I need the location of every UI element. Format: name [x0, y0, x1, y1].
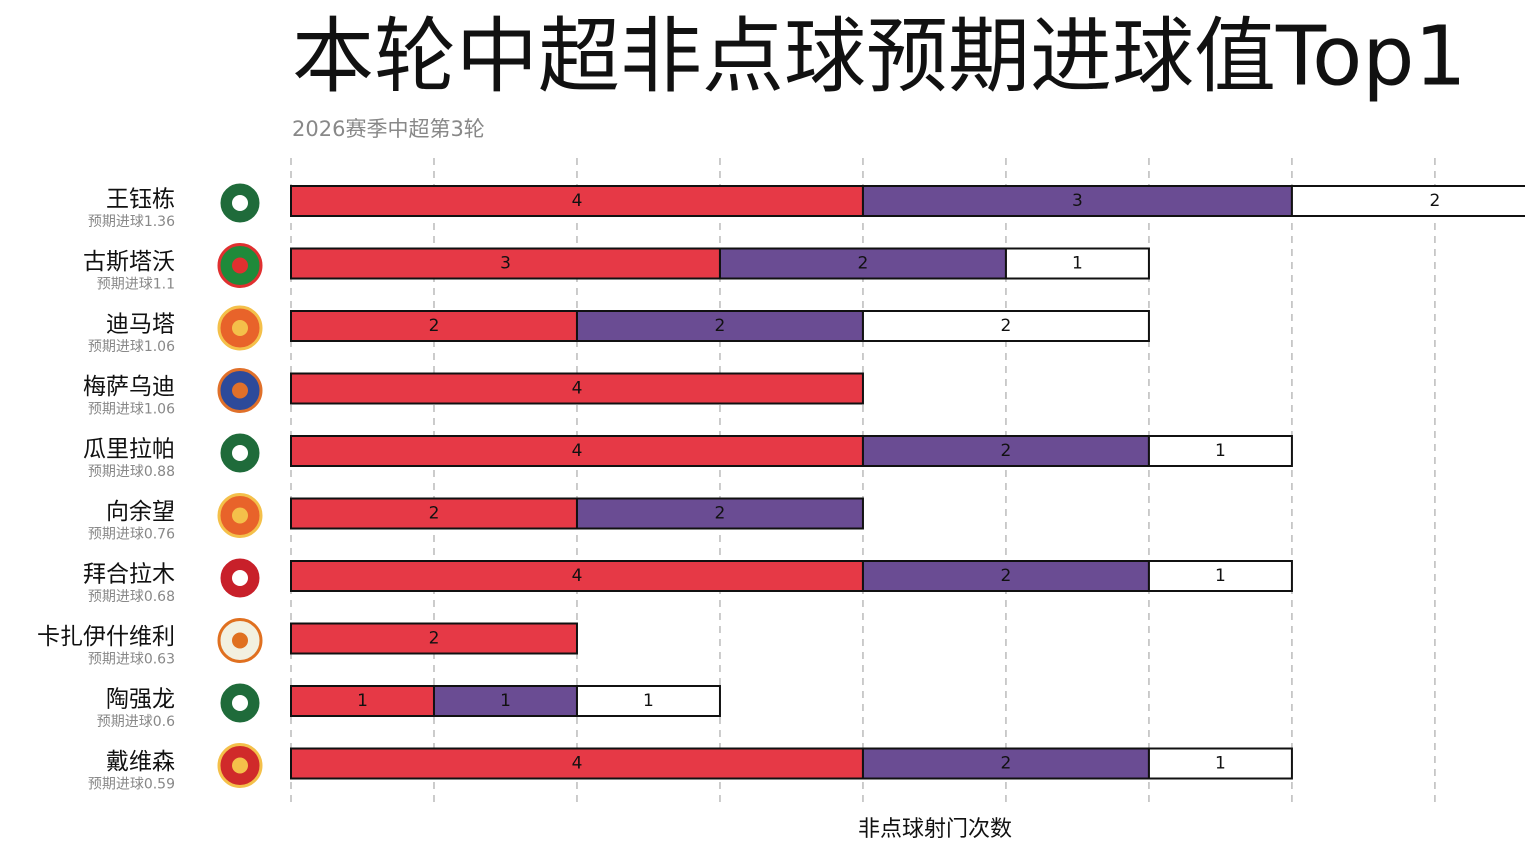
category-sublabel: 预期进球1.1: [97, 277, 175, 293]
category-label: 梅萨乌迪: [83, 374, 175, 400]
bar-segment: [861, 310, 1150, 342]
team-logo-inner: [232, 320, 248, 336]
category-sublabel: 预期进球0.88: [88, 464, 175, 480]
team-logo-inner: [232, 257, 248, 274]
bar-segment: [290, 685, 435, 717]
bar-segment: [1147, 435, 1293, 467]
bar-segment: [861, 185, 1293, 217]
bar-segment: [432, 685, 578, 717]
team-logo-inner: [232, 507, 248, 524]
bar-segment: [861, 747, 1150, 780]
bar-segment: [1290, 185, 1525, 217]
bar-segment: [290, 247, 721, 280]
category-sublabel: 预期进球1.06: [88, 402, 175, 418]
bar-segment: [575, 685, 721, 717]
data-label: 1: [643, 691, 654, 711]
category-sublabel: 预期进球1.06: [88, 339, 175, 355]
bar-segment: [290, 435, 864, 467]
category-label: 戴维森: [106, 749, 175, 775]
category-label: 向余望: [106, 499, 175, 525]
bar-segment: [290, 622, 578, 655]
data-label: 1: [1215, 754, 1226, 774]
bar-segment: [290, 310, 578, 342]
category-sublabel: 预期进球0.63: [88, 652, 175, 668]
team-logo-inner: [232, 195, 248, 211]
data-label: 4: [572, 379, 583, 399]
data-label: 4: [572, 754, 583, 774]
data-label: 1: [1215, 566, 1226, 586]
data-label: 2: [1001, 754, 1012, 774]
team-logo-inner: [232, 382, 248, 399]
data-label: 2: [715, 504, 726, 524]
data-label: 1: [500, 691, 511, 711]
category-sublabel: 预期进球0.68: [88, 589, 175, 605]
category-label: 拜合拉木: [83, 562, 175, 588]
bar-segment: [1004, 247, 1150, 280]
data-label: 1: [1215, 441, 1226, 461]
category-label: 陶强龙: [106, 687, 175, 713]
data-label: 2: [429, 629, 440, 649]
team-logo-inner: [232, 632, 248, 649]
category-sublabel: 预期进球0.59: [88, 777, 175, 793]
data-label: 2: [1430, 191, 1441, 211]
category-label: 古斯塔沃: [83, 249, 175, 275]
data-label: 3: [1072, 191, 1083, 211]
bar-segment: [575, 497, 864, 530]
data-label: 2: [1001, 316, 1012, 336]
team-logo-inner: [232, 757, 248, 774]
category-label: 迪马塔: [106, 312, 175, 338]
category-label: 王钰栋: [106, 187, 175, 213]
data-label: 2: [429, 316, 440, 336]
data-label: 4: [572, 191, 583, 211]
bar-segment: [290, 560, 864, 592]
data-label: 2: [429, 504, 440, 524]
bar-segment: [1147, 560, 1293, 592]
chart-title: 本轮中超非点球预期进球值Top1: [292, 9, 1467, 104]
data-label: 2: [1001, 566, 1012, 586]
team-logo-inner: [232, 570, 248, 586]
bar-segment: [290, 372, 864, 405]
data-label: 2: [715, 316, 726, 336]
bar-segment: [575, 310, 864, 342]
category-sublabel: 预期进球0.76: [88, 527, 175, 543]
team-logo-inner: [232, 695, 248, 711]
data-label: 4: [572, 566, 583, 586]
category-label: 卡扎伊什维利: [37, 624, 175, 650]
data-label: 1: [1072, 254, 1083, 274]
data-label: 1: [357, 691, 368, 711]
category-label: 瓜里拉帕: [83, 437, 175, 463]
team-logo-inner: [232, 445, 248, 461]
data-label: 2: [1001, 441, 1012, 461]
data-label: 2: [858, 254, 869, 274]
bar-segment: [290, 497, 578, 530]
bar-segment: [718, 247, 1007, 280]
category-sublabel: 预期进球1.36: [88, 214, 175, 230]
bar-segment: [861, 435, 1150, 467]
category-sublabel: 预期进球0.6: [97, 714, 175, 730]
x-axis-label: 非点球射门次数: [858, 817, 1012, 842]
bar-segment: [290, 747, 864, 780]
chart-subtitle: 2026赛季中超第3轮: [292, 117, 485, 141]
data-label: 4: [572, 441, 583, 461]
data-label: 3: [500, 254, 511, 274]
bar-segment: [1147, 747, 1293, 780]
